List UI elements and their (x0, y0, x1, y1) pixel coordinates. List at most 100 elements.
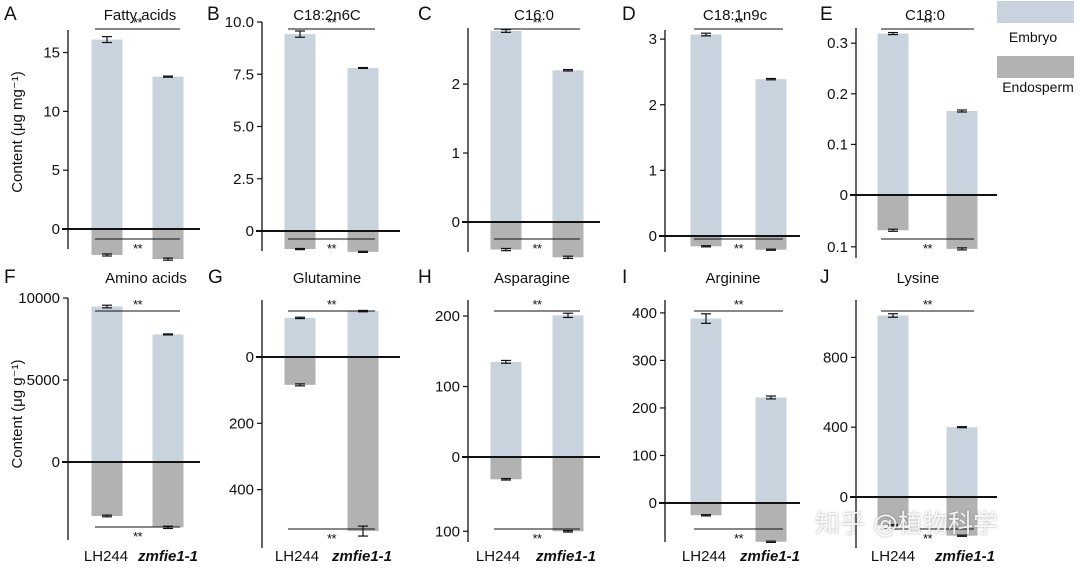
y-tick-label-d: 0 (649, 228, 657, 245)
bar-endosperm-c-lh244 (490, 222, 522, 250)
error-bar-embryo-c-1 (563, 68, 573, 72)
y-tick-label-h: 100 (435, 379, 460, 396)
y-axis-label-top: Content (μg mg⁻¹) (9, 71, 26, 193)
y-tick-label-e: 0.3 (827, 35, 848, 52)
bar-endosperm-a-lh244 (91, 229, 123, 255)
significance-embryo-e: ** (923, 15, 933, 30)
panel-a: A Fatty acids 0 5 10 15 ** ** (4, 4, 200, 261)
y-tick-label-i: 400 (632, 305, 657, 322)
y-tick-label-j: 800 (823, 349, 848, 366)
y-tick-label-i: 300 (632, 352, 657, 369)
bar-embryo-f-mutant (152, 334, 184, 462)
error-bar-endosperm-j-0 (888, 524, 898, 527)
bar-embryo-h-lh244 (490, 361, 522, 457)
error-bar-embryo-f-1 (163, 333, 173, 336)
error-bar-endosperm-c-0 (501, 247, 511, 252)
panel-title-c: C16:0 (514, 7, 554, 24)
error-bar-endosperm-b-0 (295, 247, 305, 251)
significance-endosperm-b: ** (327, 241, 337, 256)
bar-endosperm-b-mutant (347, 231, 379, 252)
significance-endosperm-i: ** (734, 531, 744, 546)
panel-title-h: Asparagine (494, 270, 570, 287)
significance-embryo-g: ** (327, 297, 337, 312)
significance-endosperm-e: ** (923, 241, 933, 256)
bar-embryo-i-lh244 (690, 318, 722, 503)
error-bar-endosperm-j-1 (957, 534, 967, 537)
bar-embryo-j-lh244 (877, 315, 909, 497)
error-bar-endosperm-a-1 (163, 257, 173, 261)
y-tick-label-d: 1 (649, 162, 657, 179)
error-bar-embryo-e-1 (957, 109, 967, 113)
panel-letter-h: H (418, 267, 432, 288)
y-tick-label-e: 0.1 (827, 136, 848, 153)
y-tick-label-e: 0.1 (827, 239, 848, 256)
y-tick-label-e: 0 (840, 187, 848, 204)
x-category-mutant-1: zmfie1-1 (137, 548, 198, 565)
bar-embryo-e-lh244 (877, 33, 909, 195)
y-tick-label-c: 1 (452, 145, 460, 162)
legend-swatch-endosperm (997, 56, 1074, 78)
error-bar-endosperm-g-1 (358, 525, 368, 537)
error-bar-endosperm-i-1 (766, 540, 776, 544)
bar-embryo-e-mutant (946, 110, 978, 195)
error-bar-embryo-d-1 (766, 77, 776, 81)
error-bar-endosperm-h-0 (501, 477, 511, 481)
error-bar-endosperm-e-0 (888, 228, 898, 232)
significance-embryo-c: ** (532, 15, 542, 30)
error-bar-endosperm-e-1 (957, 247, 967, 251)
bar-embryo-a-mutant (152, 76, 184, 229)
bar-endosperm-g-lh244 (284, 357, 316, 385)
panel-title-b: C18:2n6C (293, 7, 361, 24)
panel-letter-j: J (820, 267, 830, 288)
panel-e: E C18:0 0 0.1 0.2 0.3 0.1 ** ** (820, 4, 997, 258)
y-tick-label-h: 100 (435, 523, 460, 540)
error-bar-embryo-b-0 (295, 30, 305, 38)
bar-endosperm-d-mutant (755, 236, 787, 250)
watermark: 知乎 @植物科学 (815, 509, 998, 538)
panel-title-e: C18:0 (905, 7, 945, 24)
panel-letter-f: F (4, 267, 16, 288)
bar-embryo-g-mutant (347, 311, 379, 357)
panel-title-j: Lysine (897, 270, 940, 287)
error-bar-embryo-b-1 (358, 66, 368, 69)
error-bar-endosperm-b-1 (358, 250, 368, 253)
bar-endosperm-e-lh244 (877, 195, 909, 231)
panel-title-d: C18:1n9c (703, 7, 768, 24)
panel-title-i: Arginine (705, 270, 760, 287)
y-tick-label-c: 2 (452, 76, 460, 93)
error-bar-embryo-a-0 (102, 36, 112, 44)
error-bar-embryo-i-0 (701, 313, 711, 324)
legend: Embryo Endosperm (997, 1, 1074, 95)
bar-embryo-d-mutant (755, 79, 787, 236)
y-tick-label-f: 0 (52, 454, 60, 471)
significance-embryo-i: ** (734, 297, 744, 312)
legend-label-embryo: Embryo (1009, 29, 1057, 45)
y-tick-label-i: 0 (649, 495, 657, 512)
y-tick-label-d: 3 (649, 31, 657, 48)
y-tick-label-f: 5000 (27, 372, 60, 389)
bar-endosperm-b-lh244 (284, 231, 316, 250)
error-bar-embryo-d-0 (701, 32, 711, 37)
panel-letter-g: G (208, 267, 223, 288)
x-category-mutant-3: zmfie1-1 (535, 548, 596, 565)
y-tick-label-b: 2.5 (233, 171, 254, 188)
legend-label-endosperm: Endosperm (1002, 79, 1074, 95)
bar-embryo-b-mutant (347, 67, 379, 231)
legend-swatch-embryo (997, 1, 1074, 23)
x-category-mutant-2: zmfie1-1 (331, 548, 392, 565)
x-category-lh244-2: LH244 (275, 548, 319, 565)
x-category-lh244-5: LH244 (871, 548, 915, 565)
y-tick-label-b: 7.5 (233, 66, 254, 83)
panel-letter-i: I (622, 267, 627, 288)
significance-embryo-b: ** (327, 15, 337, 30)
error-bar-embryo-a-1 (163, 75, 173, 78)
panel-d: D C18:1n9c 0 1 2 3 ** ** (622, 4, 800, 256)
error-bar-endosperm-h-1 (563, 529, 573, 533)
panel-letter-e: E (820, 4, 833, 25)
error-bar-embryo-j-0 (888, 313, 898, 318)
y-tick-label-j: 0 (840, 489, 848, 506)
significance-endosperm-f: ** (133, 529, 143, 544)
y-tick-label-j: 400 (823, 419, 848, 436)
bar-endosperm-h-mutant (552, 457, 584, 532)
bar-endosperm-f-lh244 (91, 462, 123, 516)
